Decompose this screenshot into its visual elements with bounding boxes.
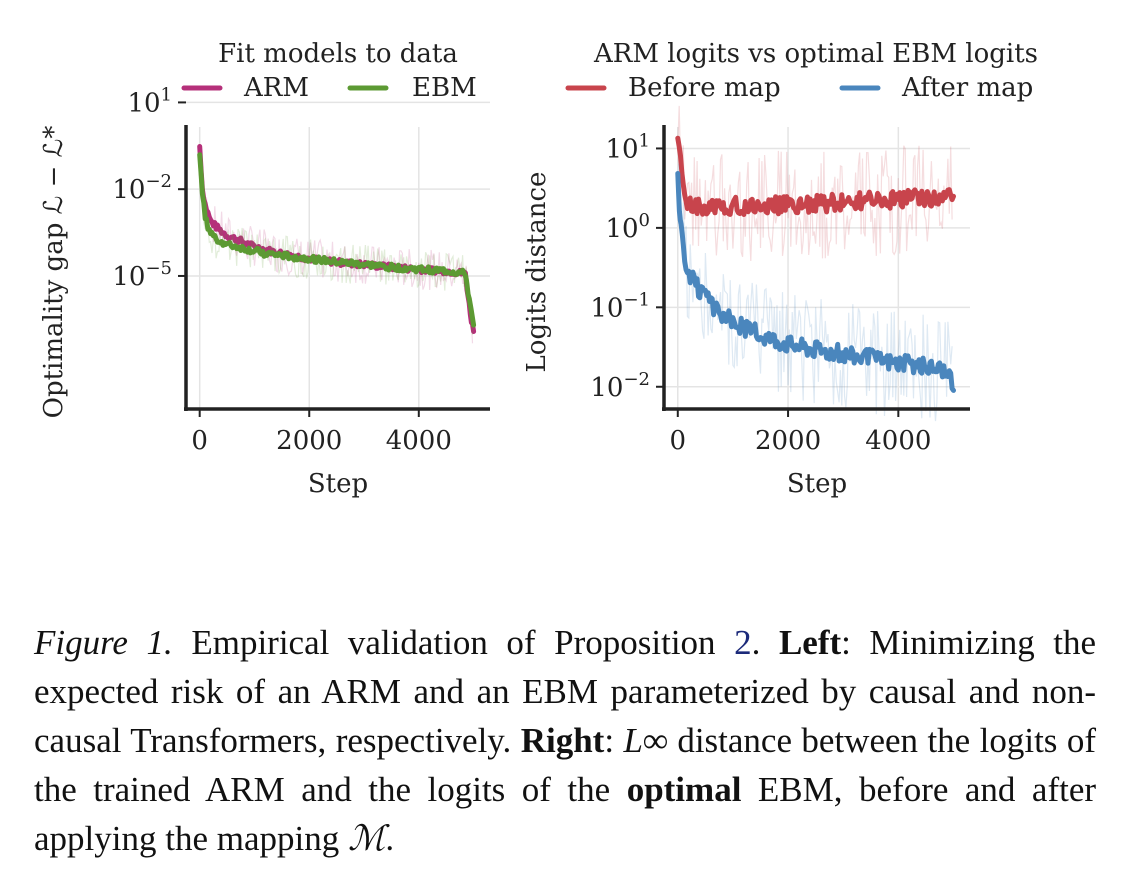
y-tick-exponent: −1 — [623, 289, 650, 310]
caption-right-text: distance between the logits of the train… — [34, 721, 1096, 809]
y-tick-label: 101 — [605, 130, 650, 164]
y-axis-label: Logits distance — [522, 172, 552, 373]
x-axis-label: Step — [308, 469, 368, 499]
caption-figure-label: Figure 1. — [34, 623, 173, 662]
caption-left-text: : Minimizing the expected risk of an ARM… — [34, 623, 1097, 760]
y-tick-exponent: 0 — [639, 210, 650, 231]
series-band-before-map — [677, 105, 953, 262]
y-tick-base: 10 — [112, 175, 145, 205]
x-tick-label: 0 — [191, 426, 208, 456]
y-tick-exponent: 1 — [639, 130, 650, 151]
x-axis-label: Step — [787, 469, 847, 499]
figure-caption: Figure 1. Empirical validation of Propos… — [34, 618, 1096, 863]
y-tick-base: 10 — [605, 134, 638, 164]
x-tick-label: 0 — [670, 426, 687, 456]
y-tick-label: 10−1 — [590, 289, 650, 323]
caption-right-label: Right — [520, 721, 605, 760]
caption-text-1: Empirical validation of Proposition — [191, 623, 716, 662]
caption-optimal-label: optimal — [626, 770, 742, 809]
y-tick-exponent: 1 — [161, 84, 172, 105]
caption-left-label: Left — [778, 623, 842, 662]
y-tick-label: 100 — [605, 210, 650, 244]
y-tick-exponent: −2 — [623, 369, 650, 390]
series-line-before-map — [675, 135, 956, 217]
y-tick-base: 10 — [112, 262, 145, 292]
x-tick-label: 4000 — [386, 426, 452, 456]
y-tick-base: 10 — [127, 88, 160, 118]
legend-label: ARM — [243, 73, 309, 103]
caption-math-linf: L∞ — [623, 721, 668, 760]
y-tick-base: 10 — [590, 373, 623, 403]
y-tick-label: 10−2 — [112, 171, 172, 205]
legend-label: After map — [901, 73, 1033, 103]
legend-label: EBM — [412, 73, 477, 103]
y-tick-label: 101 — [127, 84, 172, 118]
legend-label: Before map — [628, 73, 781, 103]
y-tick-label: 10−5 — [112, 258, 172, 292]
y-axis-label: Optimality gap ℒ − ℒ* — [39, 126, 69, 419]
chart-title: Fit models to data — [218, 39, 458, 69]
y-tick-label: 10−2 — [590, 369, 650, 403]
series-band-ebm — [199, 154, 474, 335]
caption-math-mapping: ℳ — [347, 819, 386, 858]
y-tick-exponent: −5 — [145, 258, 172, 279]
caption-right-colon: : — [604, 721, 615, 760]
caption-end-period: . — [385, 819, 395, 858]
x-tick-label: 2000 — [276, 426, 342, 456]
proposition-link[interactable]: 2 — [734, 623, 752, 662]
chart-title: ARM logits vs optimal EBM logits — [593, 39, 1038, 69]
caption-end-text: EBM, before and after applying the mappi… — [34, 770, 1097, 858]
series-line-after-map — [675, 171, 956, 393]
x-tick-label: 4000 — [865, 426, 931, 456]
y-tick-exponent: −2 — [145, 171, 172, 192]
series-line-ebm — [197, 152, 477, 328]
y-tick-base: 10 — [590, 293, 623, 323]
caption-period-1: . — [751, 623, 761, 662]
y-tick-base: 10 — [605, 214, 638, 244]
x-tick-label: 2000 — [755, 426, 821, 456]
